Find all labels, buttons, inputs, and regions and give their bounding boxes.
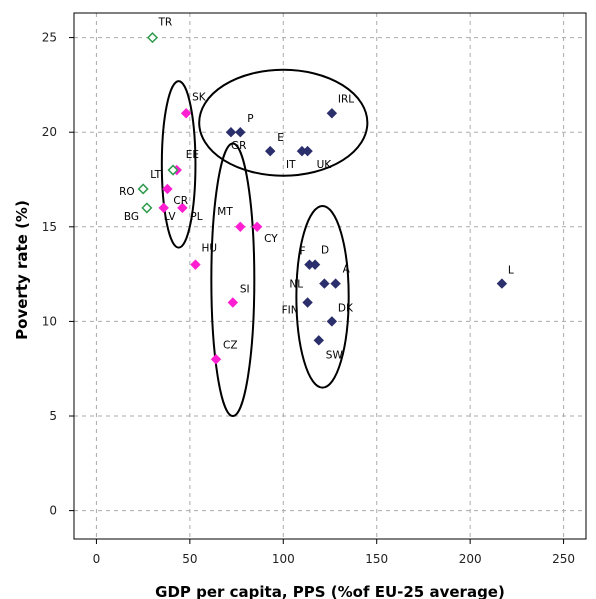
point-irl <box>326 108 338 119</box>
y-axis-ticks: 0 5 10 15 20 25 <box>42 31 74 518</box>
point-ro <box>137 183 149 195</box>
label-lv: LV <box>164 211 177 223</box>
label-mt: MT <box>217 206 233 218</box>
point-nl <box>319 278 330 289</box>
label-gr: GR <box>231 140 246 152</box>
label-l: L <box>508 265 514 277</box>
label-a: A <box>343 264 351 276</box>
label-cr: CR <box>173 195 188 207</box>
y-tick-label: 15 <box>42 220 57 234</box>
label-bg: BG <box>124 211 139 223</box>
label-si: SI <box>240 283 250 295</box>
label-pl: PL <box>190 211 202 223</box>
x-tick-label: 150 <box>365 552 388 566</box>
y-axis-title: Poverty rate (%) <box>13 200 31 340</box>
point-a <box>330 278 341 289</box>
y-tick-label: 25 <box>42 31 57 45</box>
x-tick-label: 100 <box>272 552 295 566</box>
point-dk <box>326 316 338 327</box>
cluster-north-west <box>295 204 350 389</box>
y-tick-label: 20 <box>42 125 57 139</box>
grid-lines <box>74 13 586 539</box>
label-tr: TR <box>157 17 172 29</box>
y-tick-label: 0 <box>49 504 57 518</box>
point-labels: IRL P GR E IT UK F D NL A FIN DK SW L SK EE CR LV PL MT CY HU… <box>119 17 514 362</box>
x-axis-title: GDP per capita, PPS (%of EU-25 average) <box>155 583 505 599</box>
label-sk: SK <box>192 91 207 103</box>
cluster-ellipses <box>160 68 369 418</box>
point-d <box>309 259 321 270</box>
point-gr <box>225 126 237 138</box>
x-tick-label: 200 <box>459 552 482 566</box>
x-tick-label: 0 <box>93 552 101 566</box>
label-cy: CY <box>264 233 278 245</box>
point-mt <box>235 221 246 233</box>
point-fin <box>302 297 313 308</box>
label-d: D <box>321 245 329 257</box>
label-f: F <box>299 246 305 258</box>
label-hu: HU <box>201 243 217 255</box>
point-lt <box>167 164 179 176</box>
label-fin: FIN <box>282 304 299 316</box>
point-cr <box>162 183 173 195</box>
data-points <box>137 32 508 365</box>
cluster-ireland-south <box>198 68 369 177</box>
label-nl: NL <box>289 279 303 291</box>
label-ee: EE <box>186 149 199 161</box>
label-it: IT <box>286 159 296 171</box>
point-p <box>235 126 246 138</box>
point-cz <box>210 354 222 365</box>
point-cy <box>251 221 263 233</box>
point-e <box>264 145 276 157</box>
cluster-central-europe <box>210 142 256 418</box>
label-e: E <box>277 132 284 144</box>
point-sw <box>313 335 324 346</box>
point-uk <box>302 145 313 157</box>
label-cz: CZ <box>223 339 238 351</box>
label-ro: RO <box>119 186 135 198</box>
y-tick-label: 5 <box>49 409 57 423</box>
label-irl: IRL <box>338 93 354 105</box>
point-pl <box>177 202 188 214</box>
point-l <box>496 278 508 289</box>
point-si <box>227 297 239 308</box>
label-dk: DK <box>338 302 354 314</box>
y-tick-label: 10 <box>42 314 57 328</box>
x-tick-label: 50 <box>182 552 197 566</box>
label-sw: SW <box>326 349 344 361</box>
label-p: P <box>247 113 253 125</box>
point-bg <box>141 202 153 214</box>
point-lv <box>158 202 169 214</box>
point-tr <box>146 32 159 44</box>
cluster-baltic-slovakia <box>160 80 197 249</box>
x-tick-label: 250 <box>552 552 575 566</box>
plot-frame <box>73 12 587 540</box>
x-axis-ticks: 0 50 100 150 200 250 <box>93 539 575 566</box>
point-hu <box>190 259 201 270</box>
point-sk <box>180 108 192 119</box>
label-uk: UK <box>317 159 333 171</box>
label-lt: LT <box>150 169 161 181</box>
